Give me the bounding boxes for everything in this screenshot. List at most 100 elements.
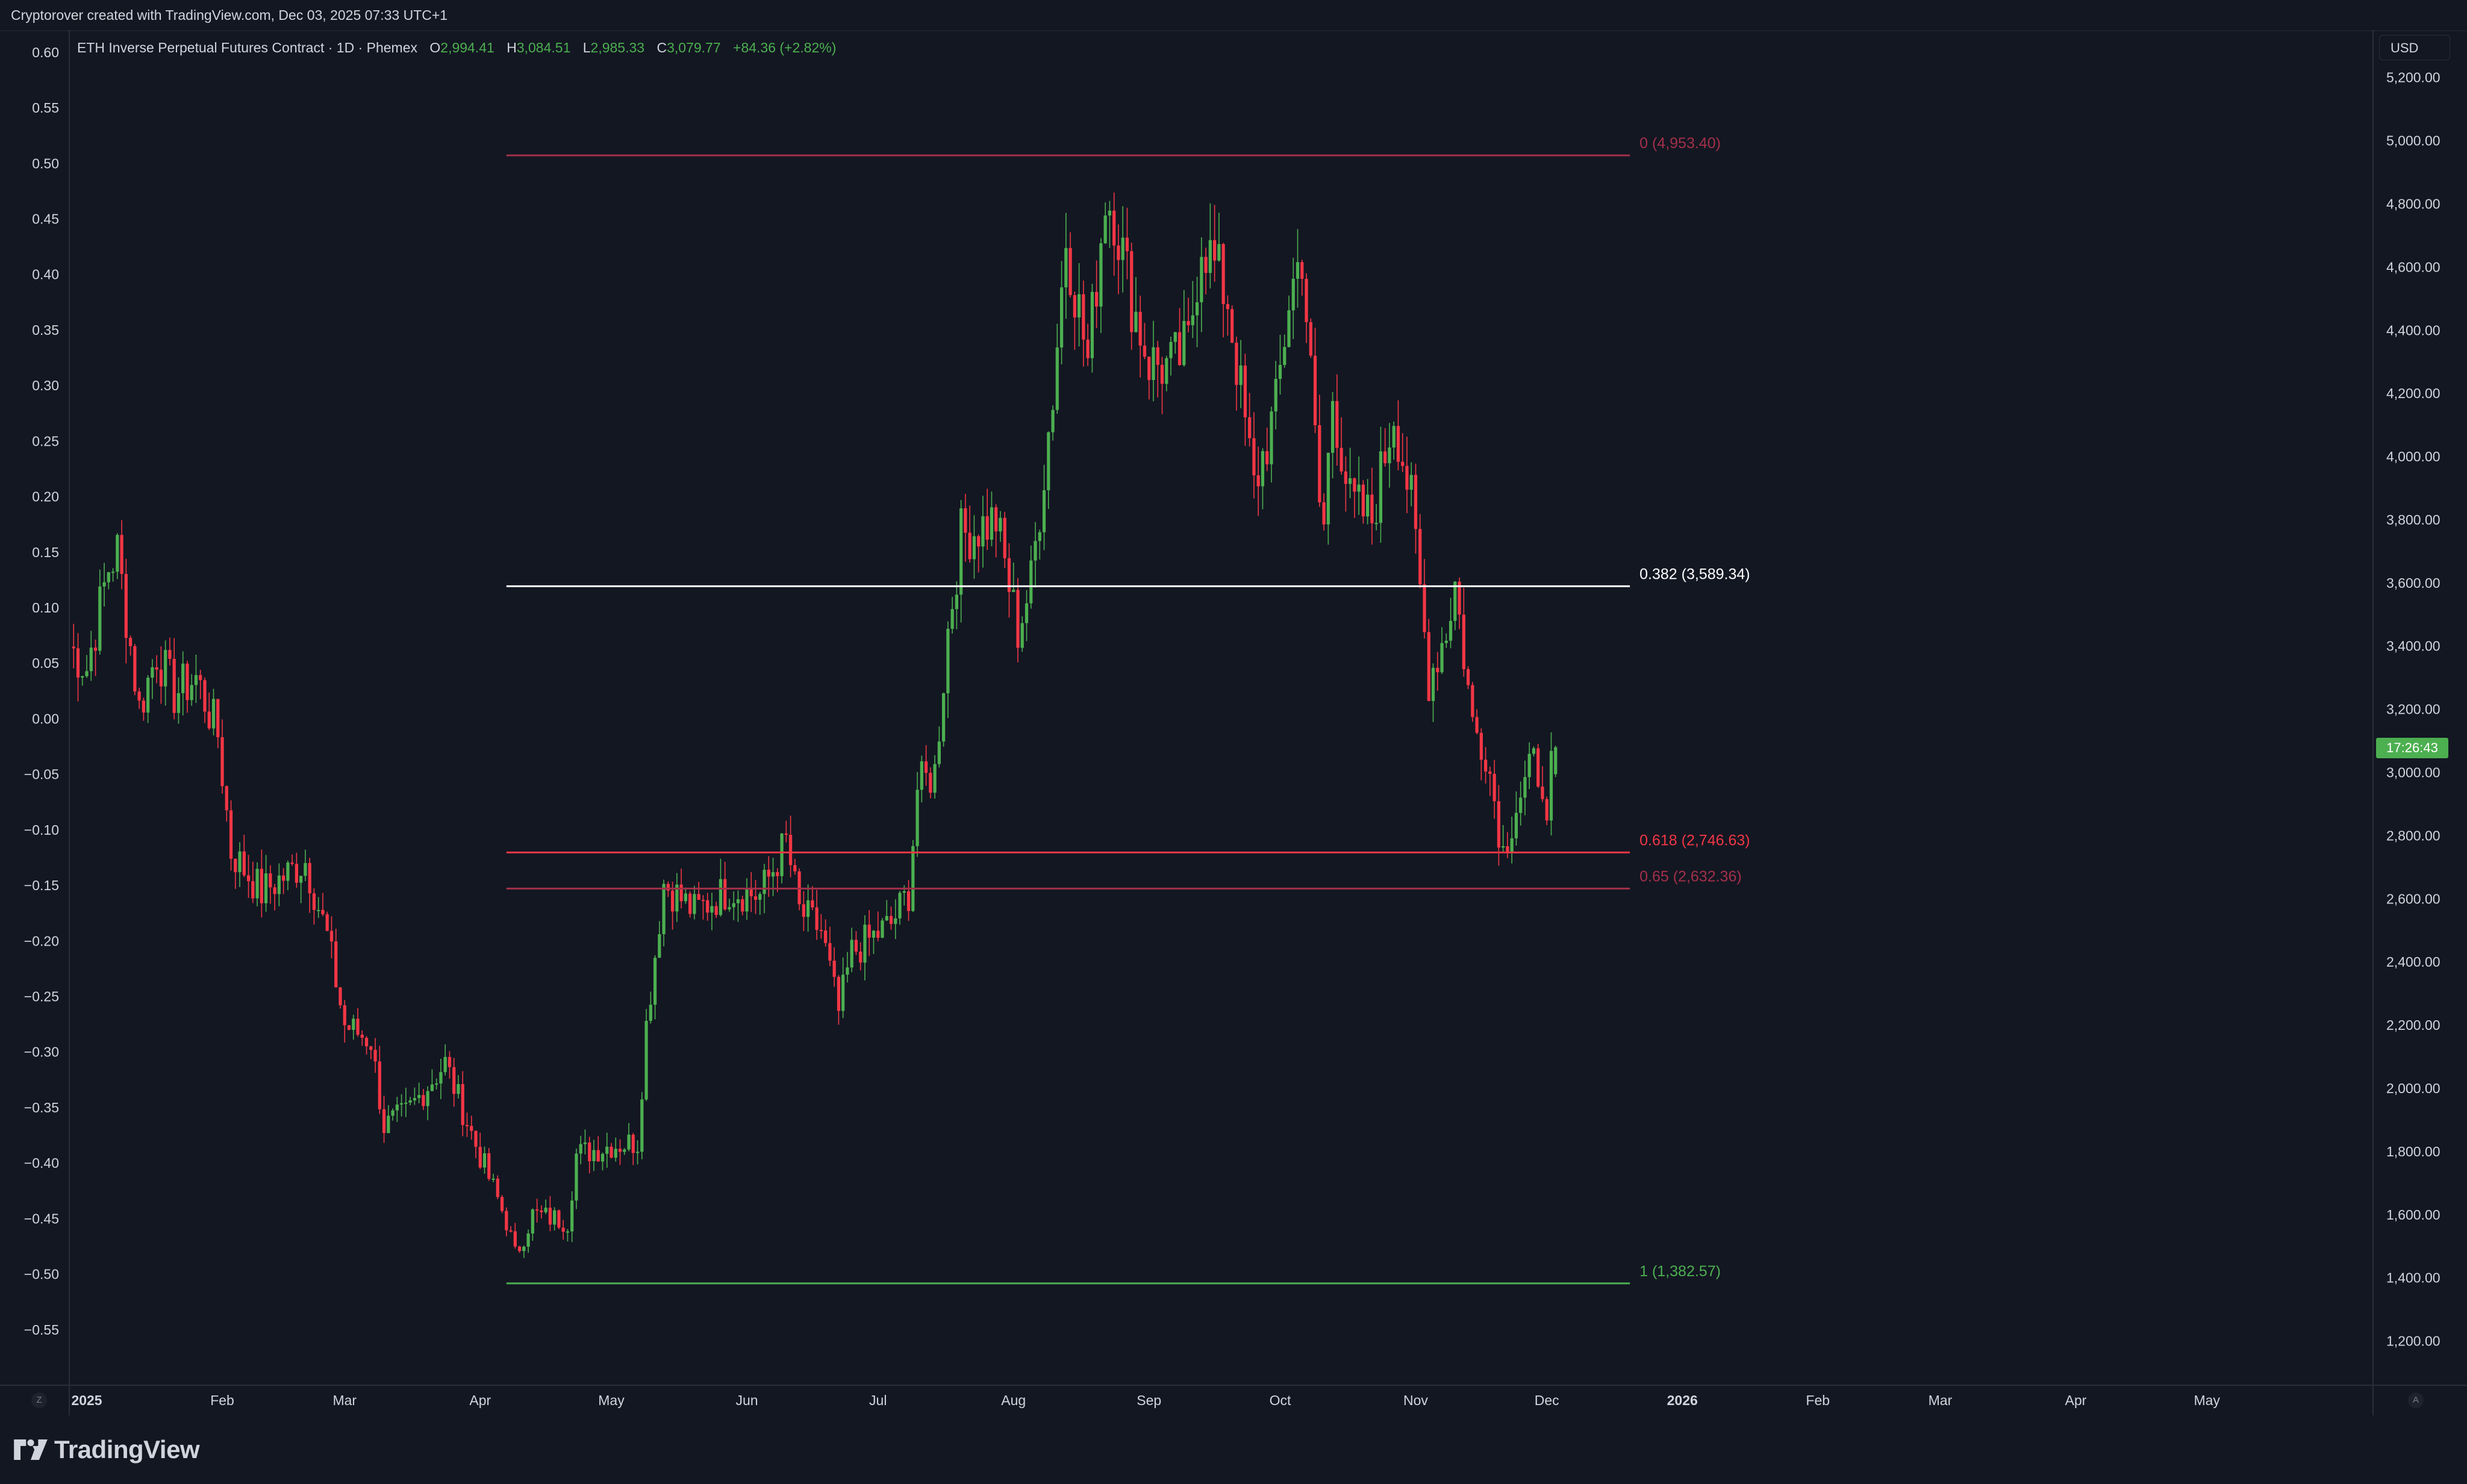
candle-body xyxy=(1309,322,1312,356)
candle-body xyxy=(1440,643,1444,673)
time-axis-label: Apr xyxy=(2065,1392,2087,1408)
currency-button[interactable]: USD xyxy=(2379,35,2450,60)
candle-body xyxy=(1177,332,1182,366)
candle-body xyxy=(1296,262,1300,279)
candle-body xyxy=(1401,461,1405,466)
candle-body xyxy=(1423,584,1426,632)
candle-body xyxy=(400,1103,404,1105)
candle-body xyxy=(81,676,84,678)
candle-body xyxy=(1392,426,1396,448)
candle-body xyxy=(697,894,700,900)
candle-body xyxy=(146,678,150,713)
candle-body xyxy=(1078,294,1081,318)
left-axis-tick-label: −0.15 xyxy=(24,878,59,893)
candle-body xyxy=(1082,294,1085,340)
candle-body xyxy=(496,1178,499,1197)
candle-body xyxy=(767,870,770,877)
candle-body xyxy=(749,888,753,897)
candle-body xyxy=(557,1210,561,1228)
right-axis-tick-label: 3,200.00 xyxy=(2386,702,2440,717)
change-value: +84.36 (+2.82%) xyxy=(733,40,837,55)
candle-body xyxy=(1095,292,1099,307)
candle-body xyxy=(1125,237,1129,252)
time-axis-label: May xyxy=(2194,1392,2220,1408)
candle-body xyxy=(220,737,224,787)
candle-body xyxy=(614,1149,617,1158)
right-axis-tick-label: 1,200.00 xyxy=(2386,1333,2440,1349)
candle-body xyxy=(915,790,919,846)
tradingview-logo-icon xyxy=(14,1439,48,1460)
candle-body xyxy=(1344,471,1347,484)
candle-body xyxy=(413,1098,416,1101)
candle-body xyxy=(990,507,994,540)
fibonacci-retracement[interactable]: 0 (4,953.40) 0.382 (3,589.34) 0.618 (2,746… xyxy=(506,135,1750,1285)
fib-level-label: 0.618 (2,746.63) xyxy=(1639,832,1750,849)
candle-body xyxy=(929,773,932,793)
candle-body xyxy=(1138,311,1142,346)
candle-body xyxy=(1322,502,1326,525)
candle-body xyxy=(176,693,181,713)
candle-body xyxy=(671,890,675,912)
right-axis-tick-label: 2,600.00 xyxy=(2386,891,2440,906)
right-axis-tick-label: 4,400.00 xyxy=(2386,322,2440,338)
candle-body xyxy=(802,904,805,917)
candle-body xyxy=(937,741,941,764)
candle-body xyxy=(924,761,928,773)
candle-body xyxy=(688,893,692,914)
candle-body xyxy=(1003,517,1006,558)
candle-body xyxy=(1191,315,1194,325)
right-axis-tick-label: 4,200.00 xyxy=(2386,385,2440,401)
candle-body xyxy=(338,987,342,1006)
candle-body xyxy=(583,1143,587,1144)
candle-body xyxy=(894,918,897,924)
candle-body xyxy=(1117,245,1120,260)
candle-body xyxy=(304,862,307,876)
candle-body xyxy=(753,896,758,900)
candle-body xyxy=(1020,623,1024,648)
candle-body xyxy=(732,903,735,908)
candle-body xyxy=(1484,759,1488,772)
candle-body xyxy=(207,711,211,729)
candle-body xyxy=(491,1178,495,1180)
left-axis-tick-label: 0.25 xyxy=(32,433,59,449)
time-axis-label: Dec xyxy=(1535,1392,1559,1408)
candle-body xyxy=(404,1102,408,1104)
candle-body xyxy=(644,1020,648,1100)
left-axis-tick-label: 0.05 xyxy=(32,655,59,671)
candle-body xyxy=(819,930,823,932)
price-chart[interactable]: 0 (4,953.40) 0.382 (3,589.34) 0.618 (2,746… xyxy=(0,30,2467,1417)
candle-body xyxy=(1514,812,1518,838)
candle-body xyxy=(710,906,714,913)
candle-body xyxy=(352,1018,355,1030)
candle-body xyxy=(881,920,884,938)
candle-body xyxy=(955,594,958,610)
zoom-reset-button[interactable]: Z xyxy=(31,1392,47,1408)
candle-body xyxy=(1143,345,1147,357)
symbol-title: ETH Inverse Perpetual Futures Contract ·… xyxy=(77,40,417,55)
candle-body xyxy=(1335,401,1339,448)
brand-name: TradingView xyxy=(54,1435,200,1464)
candle-body xyxy=(1519,797,1523,813)
candle-body xyxy=(623,1149,626,1152)
candle-body xyxy=(273,887,276,894)
right-axis-tick-label: 1,600.00 xyxy=(2386,1207,2440,1223)
candle-body xyxy=(570,1200,574,1232)
candle-body xyxy=(107,572,110,582)
candle-body xyxy=(933,764,937,793)
candle-body xyxy=(859,952,862,963)
candle-body xyxy=(1121,237,1124,260)
time-axis-label: Mar xyxy=(332,1392,357,1408)
candle-body xyxy=(902,891,906,893)
candle-body xyxy=(640,1099,644,1152)
candle-body xyxy=(181,663,185,693)
candle-body xyxy=(675,884,679,912)
candle-body xyxy=(1252,438,1256,476)
candle-body xyxy=(850,940,853,968)
candle-body xyxy=(159,669,163,687)
candle-body xyxy=(439,1072,443,1083)
candle-body xyxy=(347,1025,351,1030)
left-axis-tick-label: −0.45 xyxy=(24,1211,59,1226)
auto-scale-button[interactable]: A xyxy=(2408,1392,2424,1408)
candle-body xyxy=(234,858,237,873)
candle-body xyxy=(1213,240,1217,261)
